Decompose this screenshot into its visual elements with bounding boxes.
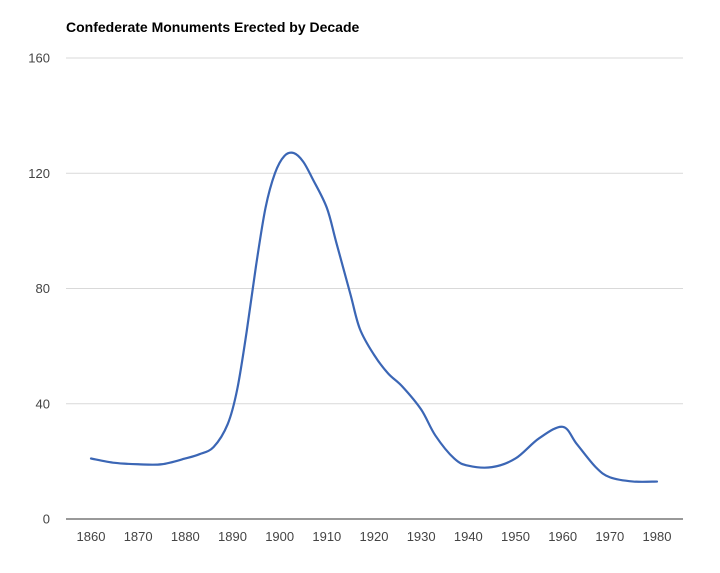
- x-tick-label: 1880: [171, 529, 200, 544]
- y-tick-label: 120: [28, 166, 50, 181]
- x-tick-label: 1890: [218, 529, 247, 544]
- x-axis-labels: 1860 1870 1880 1890 1900 1910 1920 1930 1940 1950…: [77, 529, 672, 544]
- series-layer: [89, 151, 659, 483]
- chart-title: Confederate Monuments Erected by Decade: [66, 19, 360, 35]
- x-tick-label: 1900: [265, 529, 294, 544]
- x-tick-label: 1980: [643, 529, 672, 544]
- y-tick-label: 40: [36, 396, 50, 411]
- grid-lines: [66, 57, 683, 405]
- y-tick-label: 80: [36, 281, 50, 296]
- x-tick-label: 1870: [124, 529, 153, 544]
- y-tick-label: 0: [43, 512, 50, 527]
- x-tick-label: 1950: [501, 529, 530, 544]
- series-line: [89, 151, 659, 483]
- y-tick-label: 160: [28, 51, 50, 66]
- x-tick-label: 1960: [548, 529, 577, 544]
- x-tick-label: 1930: [407, 529, 436, 544]
- x-tick-label: 1860: [77, 529, 106, 544]
- x-tick-label: 1910: [312, 529, 341, 544]
- y-axis: 0 40 80 120 160: [28, 51, 50, 527]
- x-tick-label: 1940: [454, 529, 483, 544]
- x-tick-label: 1970: [595, 529, 624, 544]
- x-tick-label: 1920: [360, 529, 389, 544]
